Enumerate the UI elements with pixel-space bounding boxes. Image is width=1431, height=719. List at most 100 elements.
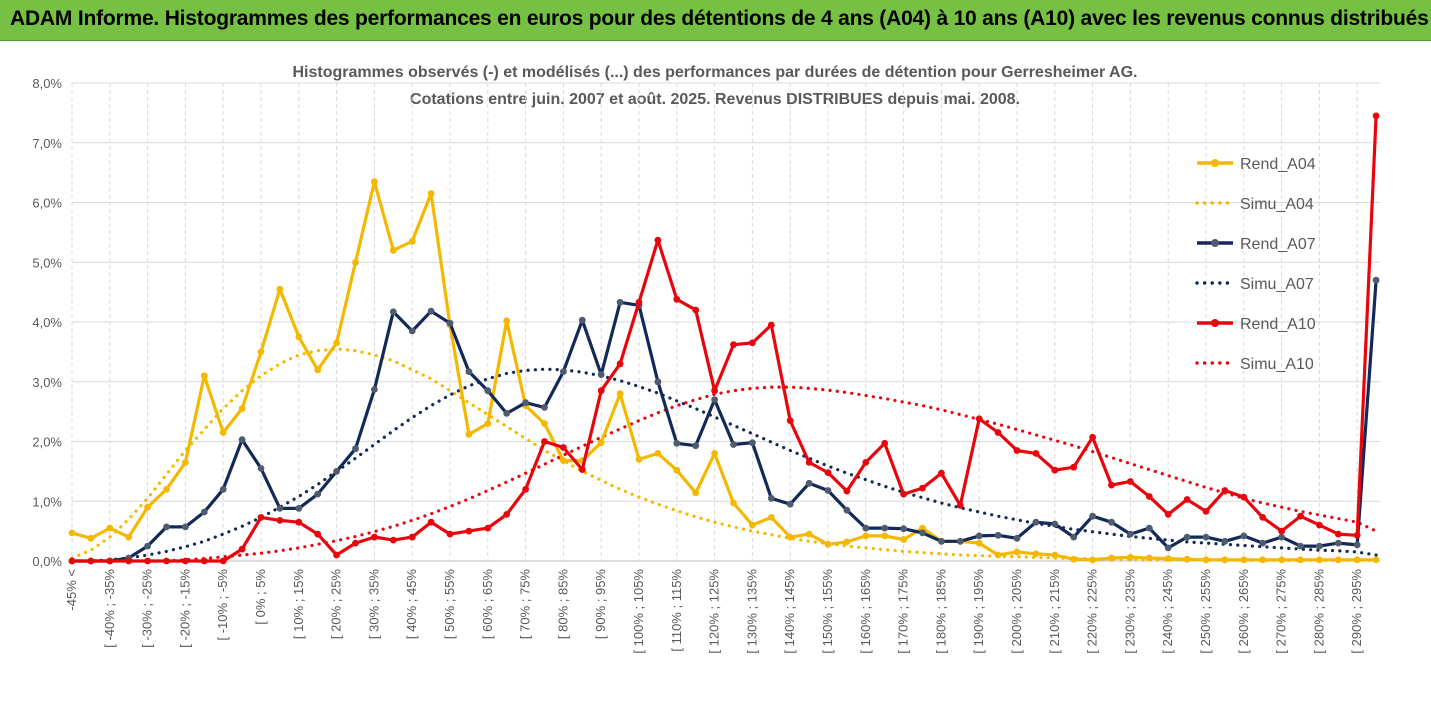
data-point-rend-a04 bbox=[919, 524, 926, 532]
data-point-rend-a07 bbox=[182, 523, 189, 531]
data-point-rend-a04 bbox=[900, 536, 907, 543]
data-point-rend-a07 bbox=[616, 298, 624, 306]
data-point-rend-a10 bbox=[654, 236, 662, 244]
data-point-rend-a04 bbox=[182, 459, 189, 466]
data-point-rend-a07 bbox=[919, 529, 926, 537]
series-rend-a04 bbox=[68, 178, 1380, 564]
data-point-rend-a10 bbox=[87, 557, 95, 565]
legend-item-rend-a10: Rend_A10 bbox=[1197, 316, 1316, 333]
data-point-rend-a04 bbox=[1372, 556, 1380, 564]
data-point-rend-a07 bbox=[673, 439, 681, 447]
data-point-rend-a04 bbox=[1164, 555, 1172, 562]
legend-label: Simu_A10 bbox=[1240, 356, 1314, 373]
data-point-rend-a04 bbox=[1032, 550, 1040, 558]
x-tick-label: [ 70% ; 75% bbox=[518, 569, 533, 640]
data-point-rend-a07 bbox=[541, 404, 548, 411]
data-point-rend-a07 bbox=[446, 319, 454, 327]
chart-area: Histogrammes observés (-) et modélisés (… bbox=[0, 41, 1431, 719]
data-point-rend-a04 bbox=[219, 429, 227, 436]
data-point-rend-a10 bbox=[371, 533, 378, 541]
legend-label: Simu_A07 bbox=[1240, 276, 1314, 293]
x-tick-label: -45% < bbox=[64, 569, 79, 611]
data-point-rend-a04 bbox=[295, 333, 303, 341]
data-point-rend-a07 bbox=[1013, 534, 1021, 542]
data-point-rend-a07 bbox=[1334, 539, 1342, 547]
data-point-rend-a04 bbox=[1070, 555, 1078, 563]
data-point-rend-a10 bbox=[408, 533, 416, 541]
data-point-rend-a04 bbox=[163, 485, 170, 493]
data-point-rend-a04 bbox=[786, 533, 794, 541]
data-point-rend-a04 bbox=[314, 366, 322, 374]
data-point-rend-a07 bbox=[465, 368, 473, 375]
histogram-chart: Histogrammes observés (-) et modélisés (… bbox=[0, 41, 1431, 719]
legend-label: Rend_A04 bbox=[1240, 156, 1316, 173]
data-point-rend-a04 bbox=[257, 348, 265, 356]
data-point-rend-a07 bbox=[371, 386, 378, 393]
data-point-rend-a10 bbox=[1127, 478, 1134, 485]
x-tick-label: [ -30% ; -25% bbox=[140, 569, 155, 648]
y-tick-label: 7,0% bbox=[32, 136, 62, 151]
axes: 0,0% 1,0% 2,0% 3,0% 4,0% 5,0% 6,0% 7,0% 8,0% -45%… bbox=[32, 76, 1380, 654]
legend-item-simu-a07: Simu_A07 bbox=[1195, 276, 1314, 293]
x-tick-label: [ 270% ; 275% bbox=[1274, 569, 1289, 654]
series-rend-a10 bbox=[68, 112, 1380, 565]
data-point-rend-a10 bbox=[163, 557, 170, 565]
data-point-rend-a10 bbox=[938, 469, 945, 477]
data-point-rend-a10 bbox=[881, 439, 889, 447]
data-point-rend-a04 bbox=[616, 390, 624, 398]
data-point-rend-a07 bbox=[1127, 530, 1134, 538]
x-tick-label: [ 230% ; 235% bbox=[1122, 569, 1137, 654]
data-point-rend-a10 bbox=[484, 524, 492, 532]
data-point-rend-a04 bbox=[200, 372, 208, 380]
data-point-rend-a10 bbox=[862, 459, 870, 466]
data-point-rend-a10 bbox=[389, 536, 397, 544]
data-point-rend-a04 bbox=[1108, 554, 1115, 562]
data-point-rend-a10 bbox=[1051, 466, 1059, 474]
x-tick-label: [ -10% ; -5% bbox=[215, 569, 230, 641]
data-point-rend-a07 bbox=[352, 445, 359, 453]
data-point-rend-a10 bbox=[200, 557, 208, 565]
data-point-rend-a10 bbox=[144, 557, 152, 565]
x-tick-label: [ 30% ; 35% bbox=[366, 569, 381, 640]
data-point-rend-a10 bbox=[805, 459, 813, 466]
data-point-rend-a07 bbox=[1278, 533, 1285, 541]
y-tick-label: 4,0% bbox=[32, 315, 62, 330]
data-point-rend-a07 bbox=[1183, 533, 1191, 541]
data-point-rend-a07 bbox=[767, 494, 775, 502]
data-point-rend-a04 bbox=[1353, 556, 1361, 564]
data-point-rend-a10 bbox=[276, 517, 284, 524]
data-point-rend-a10 bbox=[673, 295, 681, 303]
series-rend-a07 bbox=[68, 276, 1380, 565]
data-point-rend-a07 bbox=[1353, 541, 1361, 549]
x-tick-label: [ 200% ; 205% bbox=[1009, 569, 1024, 654]
x-tick-label: [ -20% ; -15% bbox=[177, 569, 192, 648]
data-point-rend-a10 bbox=[730, 341, 737, 349]
data-point-rend-a07 bbox=[1032, 518, 1040, 526]
data-point-rend-a04 bbox=[484, 420, 492, 427]
series-simu-a10 bbox=[70, 385, 1378, 563]
data-point-rend-a10 bbox=[1278, 527, 1285, 535]
data-point-rend-a07 bbox=[219, 485, 227, 493]
data-point-rend-a04 bbox=[692, 489, 700, 497]
x-tick-label: [ 170% ; 175% bbox=[896, 569, 911, 654]
data-point-rend-a04 bbox=[1316, 556, 1323, 564]
y-tick-label: 2,0% bbox=[32, 435, 62, 450]
data-point-rend-a10 bbox=[616, 360, 624, 368]
series-group bbox=[68, 112, 1380, 565]
data-point-rend-a04 bbox=[673, 466, 681, 474]
data-point-rend-a04 bbox=[1259, 556, 1267, 564]
data-point-rend-a10 bbox=[257, 514, 265, 521]
legend-marker bbox=[1211, 319, 1219, 327]
data-point-rend-a10 bbox=[522, 485, 529, 493]
grid-lines bbox=[71, 82, 1380, 562]
data-point-rend-a04 bbox=[1334, 556, 1342, 564]
data-point-rend-a10 bbox=[106, 557, 114, 565]
x-tick-label: [ -40% ; -35% bbox=[102, 569, 117, 648]
data-point-rend-a10 bbox=[503, 511, 511, 518]
legend: Rend_A04 Simu_A04 Rend_A07 Simu_A07 Rend_A10… bbox=[1195, 156, 1316, 373]
data-point-rend-a10 bbox=[465, 527, 473, 535]
data-point-rend-a04 bbox=[1221, 556, 1229, 564]
data-point-rend-a04 bbox=[125, 533, 133, 541]
x-tick-label: [ 160% ; 165% bbox=[858, 569, 873, 654]
data-point-rend-a07 bbox=[1089, 512, 1096, 520]
